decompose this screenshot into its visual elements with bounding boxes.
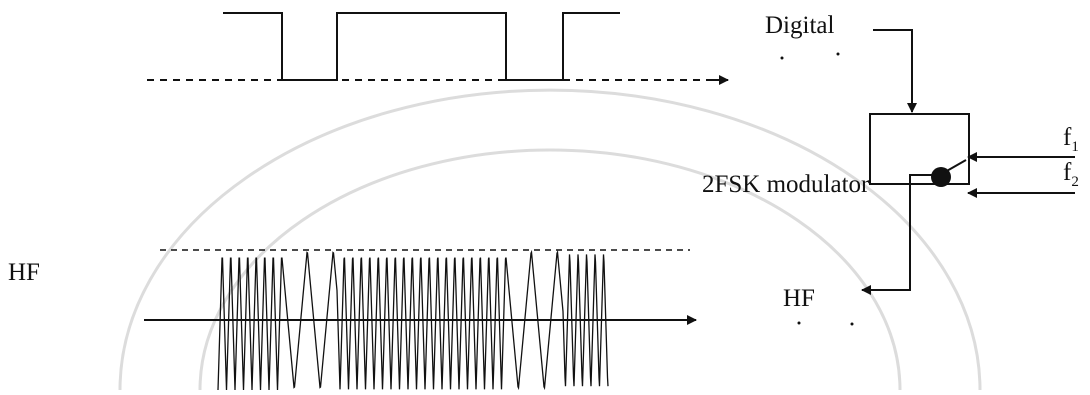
- switch-arm: [944, 159, 967, 173]
- digital-label: Digital: [765, 12, 834, 39]
- watermark: [118, 88, 982, 391]
- hf-output-line: [880, 174, 937, 291]
- digital-feed-line: [873, 29, 913, 90]
- watermark-arc-inner: [198, 148, 902, 391]
- hf-output-label: HF: [783, 285, 815, 312]
- digital-square-wave: [223, 12, 620, 81]
- scan-dot: [850, 322, 854, 326]
- f2-label: f2: [1063, 159, 1079, 190]
- scan-dot: [780, 56, 784, 60]
- modulator-label: 2FSK modulator: [702, 171, 870, 198]
- hf-output: HF: [783, 174, 937, 326]
- digital-input: Digital: [765, 12, 917, 113]
- scan-dot: [797, 321, 801, 325]
- hf-waveform-label: HF: [8, 259, 40, 286]
- scan-dot: [836, 52, 840, 56]
- modulator: 2FSK modulator f1 f2: [702, 113, 1079, 198]
- fsk-waveform: [217, 249, 609, 391]
- hf-signal: HF: [8, 249, 697, 391]
- watermark-arc-outer: [118, 88, 982, 391]
- f1-label: f1: [1063, 124, 1079, 155]
- modulator-box: [869, 113, 970, 185]
- digital-signal: [147, 12, 729, 85]
